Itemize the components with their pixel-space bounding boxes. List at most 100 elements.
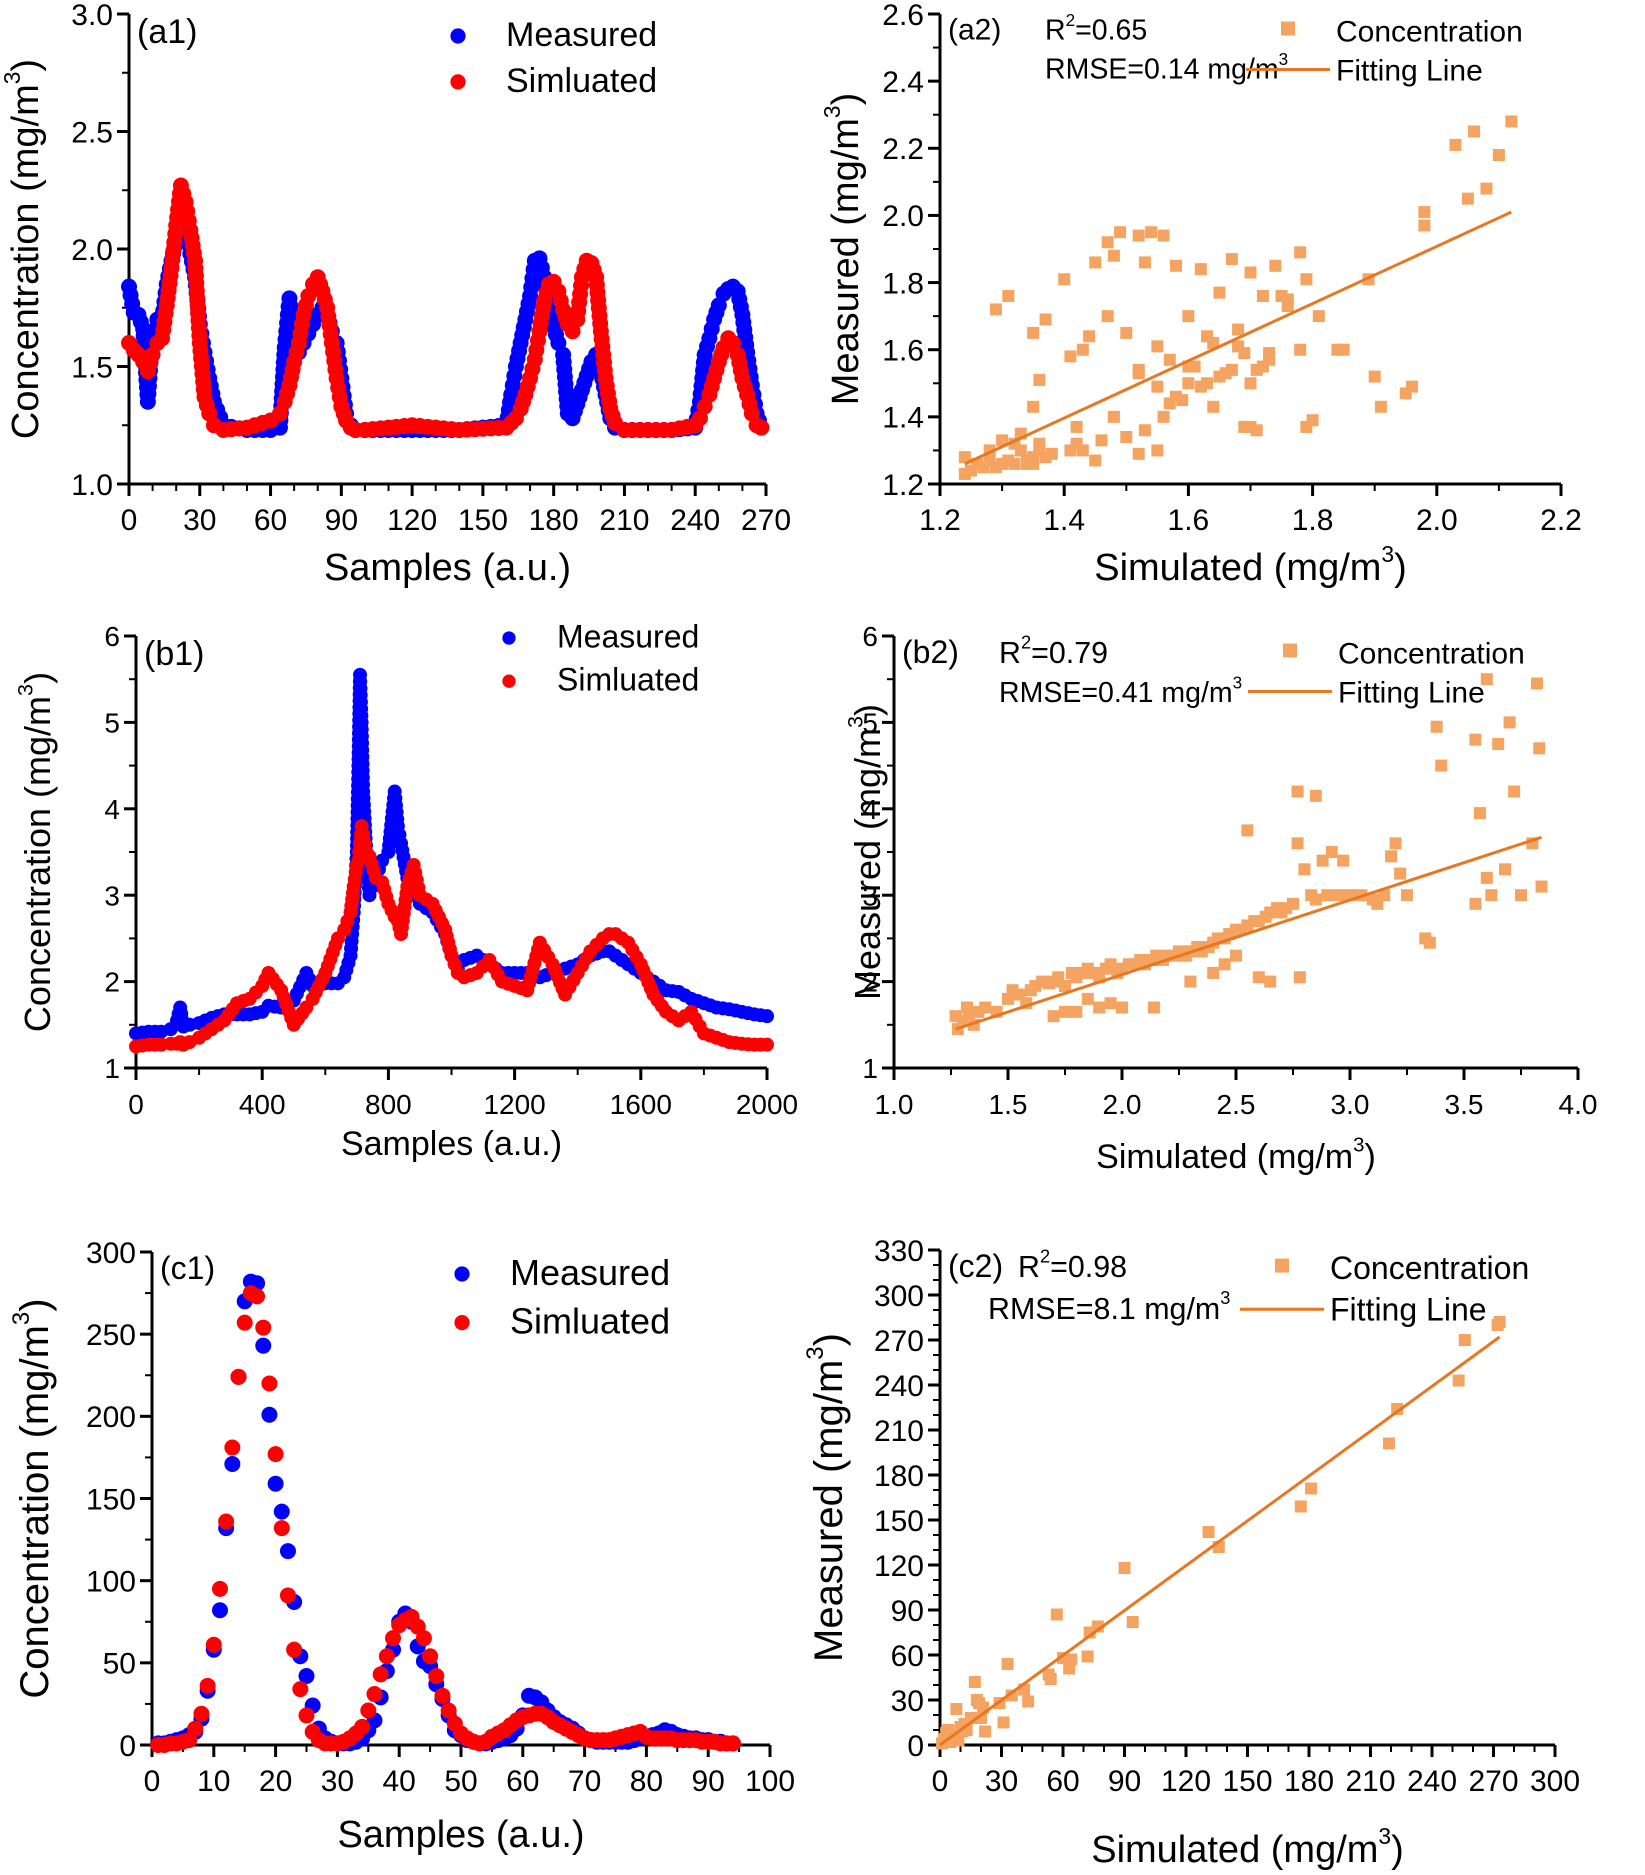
y-axis-title-tail: ) xyxy=(847,704,888,716)
legend-label-concentration: Concentration xyxy=(1330,1250,1529,1286)
x-axis-title-tail: ) xyxy=(1394,547,1407,589)
data-point xyxy=(1033,437,1046,450)
r-squared-annotation-sup: 2 xyxy=(1021,632,1031,653)
data-point xyxy=(1093,1001,1106,1014)
data-point xyxy=(1382,1437,1395,1450)
data-point xyxy=(1005,1689,1018,1702)
data-point xyxy=(1145,226,1158,239)
y-tick-label: 5 xyxy=(862,707,878,738)
y-tick-label: 60 xyxy=(891,1640,924,1673)
x-axis-title: Simulated (mg/m3) xyxy=(1094,541,1407,589)
legend-marker-concentration xyxy=(1275,1258,1289,1273)
legend-marker-concentration xyxy=(1281,21,1295,36)
data-point xyxy=(1332,889,1345,902)
r-squared-annotation-tail: =0.65 xyxy=(1075,15,1147,47)
y-tick-label: 330 xyxy=(874,1235,924,1268)
x-tick-label: 300 xyxy=(1530,1765,1580,1798)
y-tick-label: 1 xyxy=(104,1053,120,1084)
y-tick-label: 300 xyxy=(86,1237,136,1270)
r-squared-annotation-sup: 2 xyxy=(1066,11,1076,30)
data-point xyxy=(1147,1001,1160,1014)
y-tick-label: 4 xyxy=(862,794,878,825)
data-point xyxy=(378,1648,395,1665)
data-point xyxy=(958,451,971,464)
x-tick-label: 0 xyxy=(121,504,138,537)
legend: Measured Simluated xyxy=(502,619,699,698)
y-tick-label: 180 xyxy=(874,1460,924,1493)
y-tick-label: 120 xyxy=(874,1550,924,1583)
y-tick-label: 2.2 xyxy=(882,133,924,166)
y-tick-label: 1.0 xyxy=(71,469,113,502)
x-tick-label: 2.5 xyxy=(1217,1089,1256,1120)
y-tick-label: 2.6 xyxy=(882,0,924,32)
data-point xyxy=(1022,1695,1035,1708)
data-point xyxy=(193,1705,210,1722)
y-axis-title: Concentration (mg/m3) xyxy=(8,1298,57,1698)
x-tick-label: 100 xyxy=(745,1765,795,1798)
data-point xyxy=(211,1602,228,1619)
data-point xyxy=(205,1636,222,1653)
data-point xyxy=(1225,363,1238,376)
legend-marker-measured xyxy=(450,28,466,44)
data-point xyxy=(255,1337,272,1354)
data-point xyxy=(385,1630,402,1647)
data-point xyxy=(1325,846,1338,858)
data-point xyxy=(1294,246,1307,259)
y-tick-label: 2.4 xyxy=(882,66,924,99)
data-point xyxy=(1151,340,1164,353)
x-tick-label: 30 xyxy=(985,1765,1018,1798)
y-tick-label: 0 xyxy=(119,1730,136,1763)
x-tick-label: 180 xyxy=(1284,1765,1334,1798)
x-axis-title: Samples (a.u.) xyxy=(324,547,571,589)
data-point xyxy=(1430,720,1443,733)
y-axis-title-tail: ) xyxy=(825,93,867,106)
y-tick-label: 0 xyxy=(907,1730,924,1763)
x-tick-label: 20 xyxy=(259,1765,292,1798)
data-point xyxy=(1300,273,1313,286)
data-point xyxy=(1508,785,1521,798)
data-point xyxy=(1120,326,1133,339)
x-tick-label: 1.0 xyxy=(875,1089,914,1120)
data-point xyxy=(1371,897,1384,910)
data-point xyxy=(1027,400,1040,413)
x-axis-title-sup: 3 xyxy=(1353,1135,1364,1157)
data-point xyxy=(1305,1482,1318,1495)
data-point xyxy=(1083,330,1096,343)
data-point xyxy=(963,1008,976,1021)
data-point xyxy=(261,1406,278,1423)
x-tick-label: 210 xyxy=(1345,1765,1395,1798)
y-tick-label: 5 xyxy=(104,707,120,738)
rmse-annotation-base: RMSE=0.14 mg/m xyxy=(1045,54,1279,86)
data-point xyxy=(1064,350,1077,363)
data-point xyxy=(1493,1316,1506,1328)
data-point xyxy=(1044,1673,1057,1685)
y-tick-label: 1 xyxy=(862,1053,878,1084)
x-tick-label: 1.4 xyxy=(1043,504,1085,537)
x-tick-label: 1.8 xyxy=(1292,504,1334,537)
legend-label-measured: Measured xyxy=(506,16,657,54)
data-point xyxy=(1337,854,1350,867)
data-point xyxy=(279,1587,296,1604)
x-tick-label: 2.2 xyxy=(1540,504,1582,537)
data-point xyxy=(1201,377,1214,390)
x-axis-title-tail: ) xyxy=(1364,1138,1375,1176)
data-point xyxy=(211,1580,228,1597)
y-axis-title: Concentration (mg/m3) xyxy=(13,672,58,1032)
data-point xyxy=(1256,290,1269,302)
data-point xyxy=(1401,889,1413,902)
data-point xyxy=(996,434,1009,447)
data-point xyxy=(354,1718,371,1735)
data-point xyxy=(434,1687,451,1704)
data-point xyxy=(1081,992,1094,1005)
y-tick-label: 3 xyxy=(862,880,878,911)
data-point xyxy=(1368,370,1381,383)
data-point xyxy=(1058,273,1071,286)
series-measured xyxy=(121,215,770,438)
data-point xyxy=(1530,677,1543,690)
x-tick-label: 80 xyxy=(630,1765,663,1798)
legend-marker-concentration xyxy=(1283,643,1297,658)
legend-marker-simulated xyxy=(450,74,466,90)
r-squared-annotation: R2=0.65 xyxy=(1045,11,1147,47)
data-point xyxy=(1059,1005,1071,1018)
x-axis-title-sup: 3 xyxy=(1381,541,1394,567)
